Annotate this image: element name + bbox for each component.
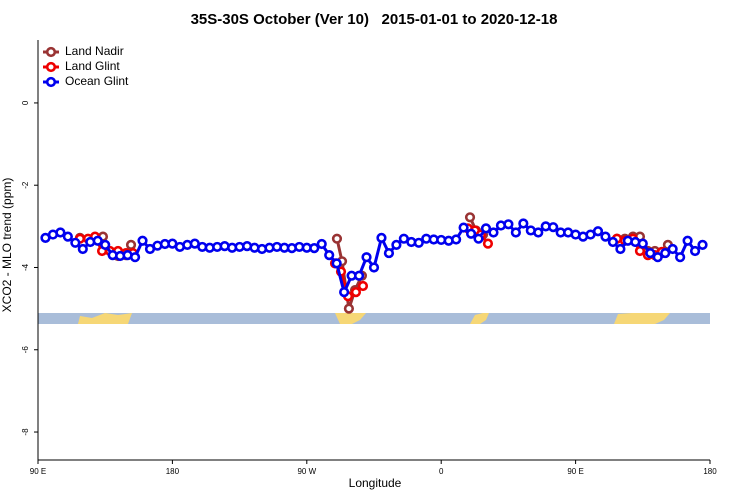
chart-title: 35S-30S October (Ver 10) 2015-01-01 to 2…: [191, 11, 558, 28]
data-point: [682, 235, 693, 246]
data-point: [600, 231, 611, 242]
data-point: [353, 270, 365, 281]
data-point: [383, 247, 395, 259]
data-point: [391, 239, 402, 250]
x-tick-label: 0: [439, 467, 444, 476]
legend-label: Ocean Glint: [65, 74, 129, 88]
y-tick-label: -2: [21, 181, 30, 189]
data-point: [316, 238, 327, 250]
data-point: [324, 250, 335, 261]
data-point: [343, 303, 355, 314]
data-point: [70, 237, 81, 248]
data-point: [129, 252, 141, 263]
y-tick-label: -8: [21, 428, 30, 436]
data-point: [473, 233, 484, 244]
data-point: [77, 243, 88, 255]
data-point: [660, 247, 671, 259]
x-tick-label: 90 E: [30, 467, 46, 476]
data-point: [331, 233, 343, 244]
data-point: [488, 227, 499, 238]
data-point: [697, 239, 708, 250]
data-point: [645, 247, 656, 259]
data-point: [464, 212, 476, 223]
data-point: [518, 218, 529, 229]
legend-marker: [45, 46, 57, 58]
data-point: [125, 239, 137, 250]
legend-label: Land Nadir: [65, 44, 124, 58]
data-point: [361, 252, 372, 263]
x-tick-label: 180: [703, 467, 717, 476]
data-point: [357, 280, 369, 292]
data-point: [689, 245, 701, 257]
x-tick-label: 90 W: [297, 467, 316, 476]
data-point: [62, 231, 73, 242]
data-point: [137, 235, 148, 246]
data-point: [480, 223, 492, 234]
data-point: [368, 262, 380, 273]
x-axis-label: Longitude: [349, 476, 402, 490]
data-point: [451, 234, 462, 245]
data-point: [592, 226, 604, 237]
data-point: [615, 243, 626, 255]
y-tick-label: -6: [21, 346, 30, 354]
data-point: [637, 238, 648, 249]
legend-marker: [45, 61, 57, 73]
data-point: [482, 238, 494, 249]
data-point: [339, 287, 350, 298]
y-axis-label: XCO2 - MLO trend (ppm): [0, 178, 14, 313]
data-point: [652, 252, 663, 263]
data-point: [607, 236, 619, 248]
y-tick-label: -4: [21, 263, 30, 271]
data-point: [458, 222, 469, 233]
data-point: [309, 243, 320, 254]
data-point: [533, 227, 544, 238]
data-point: [675, 252, 686, 263]
data-point: [331, 258, 342, 269]
data-point: [503, 219, 514, 230]
y-tick-label: 0: [21, 100, 30, 105]
land-strip: [38, 313, 710, 324]
data-point: [376, 232, 387, 243]
data-point: [100, 239, 111, 250]
data-point: [667, 243, 678, 255]
data-point: [465, 228, 477, 239]
data-point: [548, 222, 559, 233]
data-point: [350, 287, 362, 298]
data-point: [55, 227, 66, 238]
data-point: [92, 235, 103, 246]
legend-label: Land Glint: [65, 59, 120, 73]
data-point: [510, 227, 521, 238]
x-tick-label: 180: [166, 467, 180, 476]
legend-marker: [45, 76, 57, 88]
x-tick-label: 90 E: [567, 467, 583, 476]
data-point: [413, 237, 424, 248]
